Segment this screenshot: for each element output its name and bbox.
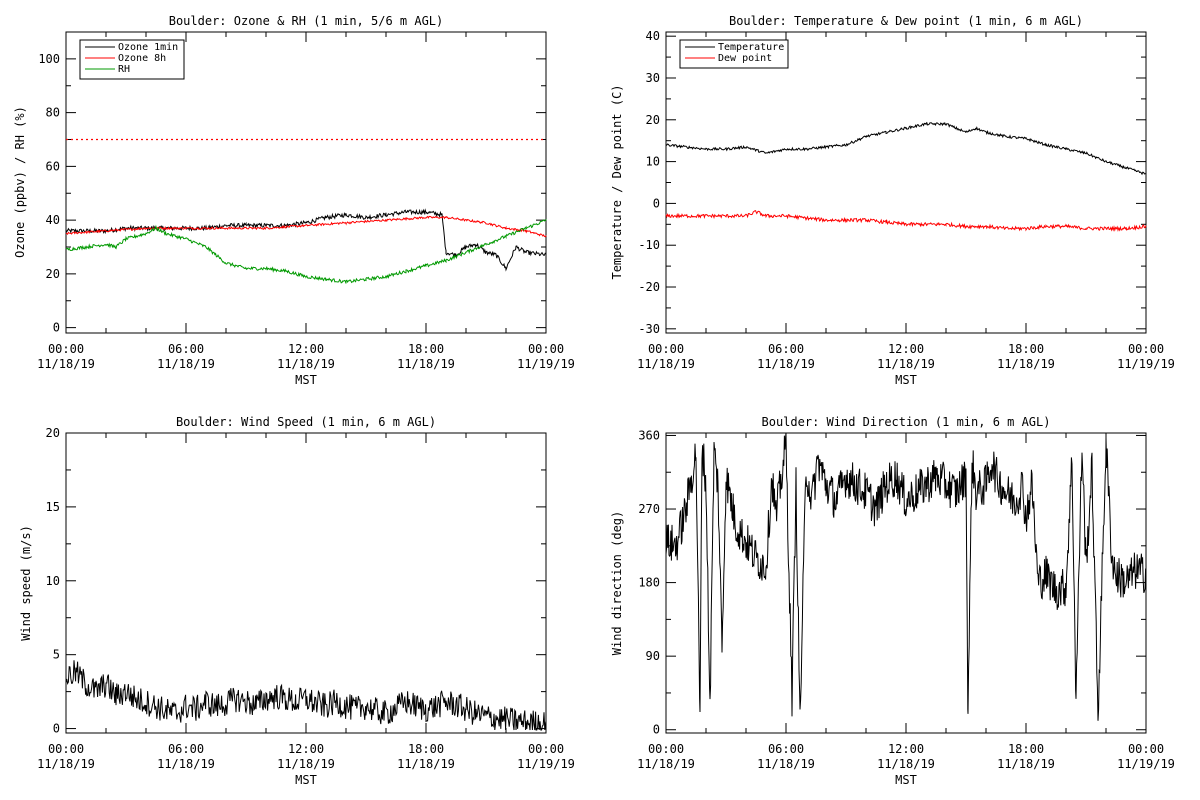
y-tick-label: 0 [653,723,660,737]
x-tick-label-date: 11/18/19 [997,357,1055,371]
x-axis-label: MST [895,373,917,387]
x-tick-label-time: 12:00 [888,742,924,756]
x-tick-label-date: 11/18/19 [757,757,815,771]
x-tick-label-date: 11/19/19 [517,357,575,371]
y-tick-label: 180 [638,576,660,590]
y-tick-label: 80 [46,106,60,120]
x-tick-label-time: 00:00 [48,742,84,756]
panel-wind-direction: Boulder: Wind Direction (1 min, 6 m AGL)… [610,415,1175,787]
series-line-ozone-1min [65,208,547,272]
x-tick-label-time: 00:00 [1128,342,1164,356]
y-tick-label: 270 [638,502,660,516]
y-tick-label: 5 [53,648,60,662]
y-tick-label: 40 [646,29,660,43]
panel-title: Boulder: Wind Direction (1 min, 6 m AGL) [762,415,1051,429]
series-line-rh [65,218,547,284]
x-tick-label-date: 11/18/19 [157,357,215,371]
y-axis-label: Wind speed (m/s) [19,525,33,641]
y-tick-label: -30 [638,322,660,336]
x-tick-label-date: 11/18/19 [37,757,95,771]
panel-title: Boulder: Temperature & Dew point (1 min,… [729,14,1083,28]
y-tick-label: -10 [638,238,660,252]
y-axis-label: Wind direction (deg) [610,511,624,656]
x-tick-label-time: 18:00 [408,742,444,756]
x-tick-label-date: 11/18/19 [397,357,455,371]
x-tick-label-time: 00:00 [528,742,564,756]
series-line-ozone-8h [65,215,547,238]
x-tick-label-date: 11/18/19 [997,757,1055,771]
y-tick-label: 90 [646,649,660,663]
legend-box [679,39,789,69]
x-tick-label-time: 06:00 [168,342,204,356]
x-tick-label-time: 12:00 [288,342,324,356]
x-tick-label-time: 18:00 [408,342,444,356]
y-tick-label: 100 [38,52,60,66]
x-tick-label-date: 11/18/19 [277,357,335,371]
y-tick-label: 20 [46,267,60,281]
x-tick-label-time: 18:00 [1008,342,1044,356]
y-tick-label: 0 [53,722,60,736]
x-tick-label-date: 11/18/19 [877,757,935,771]
x-tick-label-date: 11/18/19 [157,757,215,771]
y-tick-label: 60 [46,159,60,173]
series-line-data [65,660,547,731]
x-tick-label-time: 06:00 [768,342,804,356]
panel-title: Boulder: Ozone & RH (1 min, 5/6 m AGL) [169,14,444,28]
panel-title: Boulder: Wind Speed (1 min, 6 m AGL) [176,415,436,429]
y-tick-label: 40 [46,213,60,227]
x-tick-label-time: 06:00 [768,742,804,756]
y-tick-label: 0 [53,321,60,335]
y-tick-label: 10 [646,155,660,169]
panel-temperature-dewpoint: Boulder: Temperature & Dew point (1 min,… [610,14,1175,387]
x-tick-label-date: 11/18/19 [37,357,95,371]
panel-ozone-rh: Boulder: Ozone & RH (1 min, 5/6 m AGL) O… [13,14,575,387]
y-tick-label: 360 [638,428,660,442]
x-tick-label-time: 06:00 [168,742,204,756]
y-axis-label: Ozone (ppbv) / RH (%) [13,106,27,258]
x-tick-label-time: 00:00 [648,342,684,356]
plot-frame [665,31,1147,334]
x-tick-label-time: 12:00 [888,342,924,356]
x-tick-label-time: 00:00 [648,742,684,756]
x-tick-label-date: 11/18/19 [757,357,815,371]
plot-frame [65,432,547,734]
y-tick-label: 15 [46,500,60,514]
legend-label: RH [118,64,130,75]
y-tick-label: 0 [653,196,660,210]
series-line-dew-point [665,210,1147,232]
y-tick-label: 10 [46,574,60,588]
y-axis-label: Temperature / Dew point (C) [610,84,624,279]
legend-label: Ozone 1min [118,42,178,53]
x-tick-label-date: 11/19/19 [517,757,575,771]
y-tick-label: 20 [646,113,660,127]
x-axis-label: MST [295,373,317,387]
x-tick-label-date: 11/18/19 [397,757,455,771]
x-tick-label-date: 11/18/19 [877,357,935,371]
x-tick-label-time: 00:00 [48,342,84,356]
x-axis-label: MST [895,773,917,787]
x-tick-label-time: 18:00 [1008,742,1044,756]
x-tick-label-date: 11/19/19 [1117,357,1175,371]
y-tick-label: 20 [46,426,60,440]
legend-label: Ozone 8h [118,53,166,64]
x-tick-label-date: 11/18/19 [277,757,335,771]
x-tick-label-date: 11/18/19 [637,757,695,771]
series-line-temperature [665,121,1147,176]
y-tick-label: -20 [638,280,660,294]
legend-label: Dew point [718,53,772,64]
x-axis-label: MST [295,773,317,787]
x-tick-label-time: 12:00 [288,742,324,756]
x-tick-label-date: 11/19/19 [1117,757,1175,771]
x-tick-label-time: 00:00 [528,342,564,356]
legend-label: Temperature [718,42,784,53]
series-line-data [665,432,1147,721]
y-tick-label: 30 [646,71,660,85]
x-tick-label-date: 11/18/19 [637,357,695,371]
x-tick-label-time: 00:00 [1128,742,1164,756]
panel-wind-speed: Boulder: Wind Speed (1 min, 6 m AGL) Win… [19,415,575,787]
